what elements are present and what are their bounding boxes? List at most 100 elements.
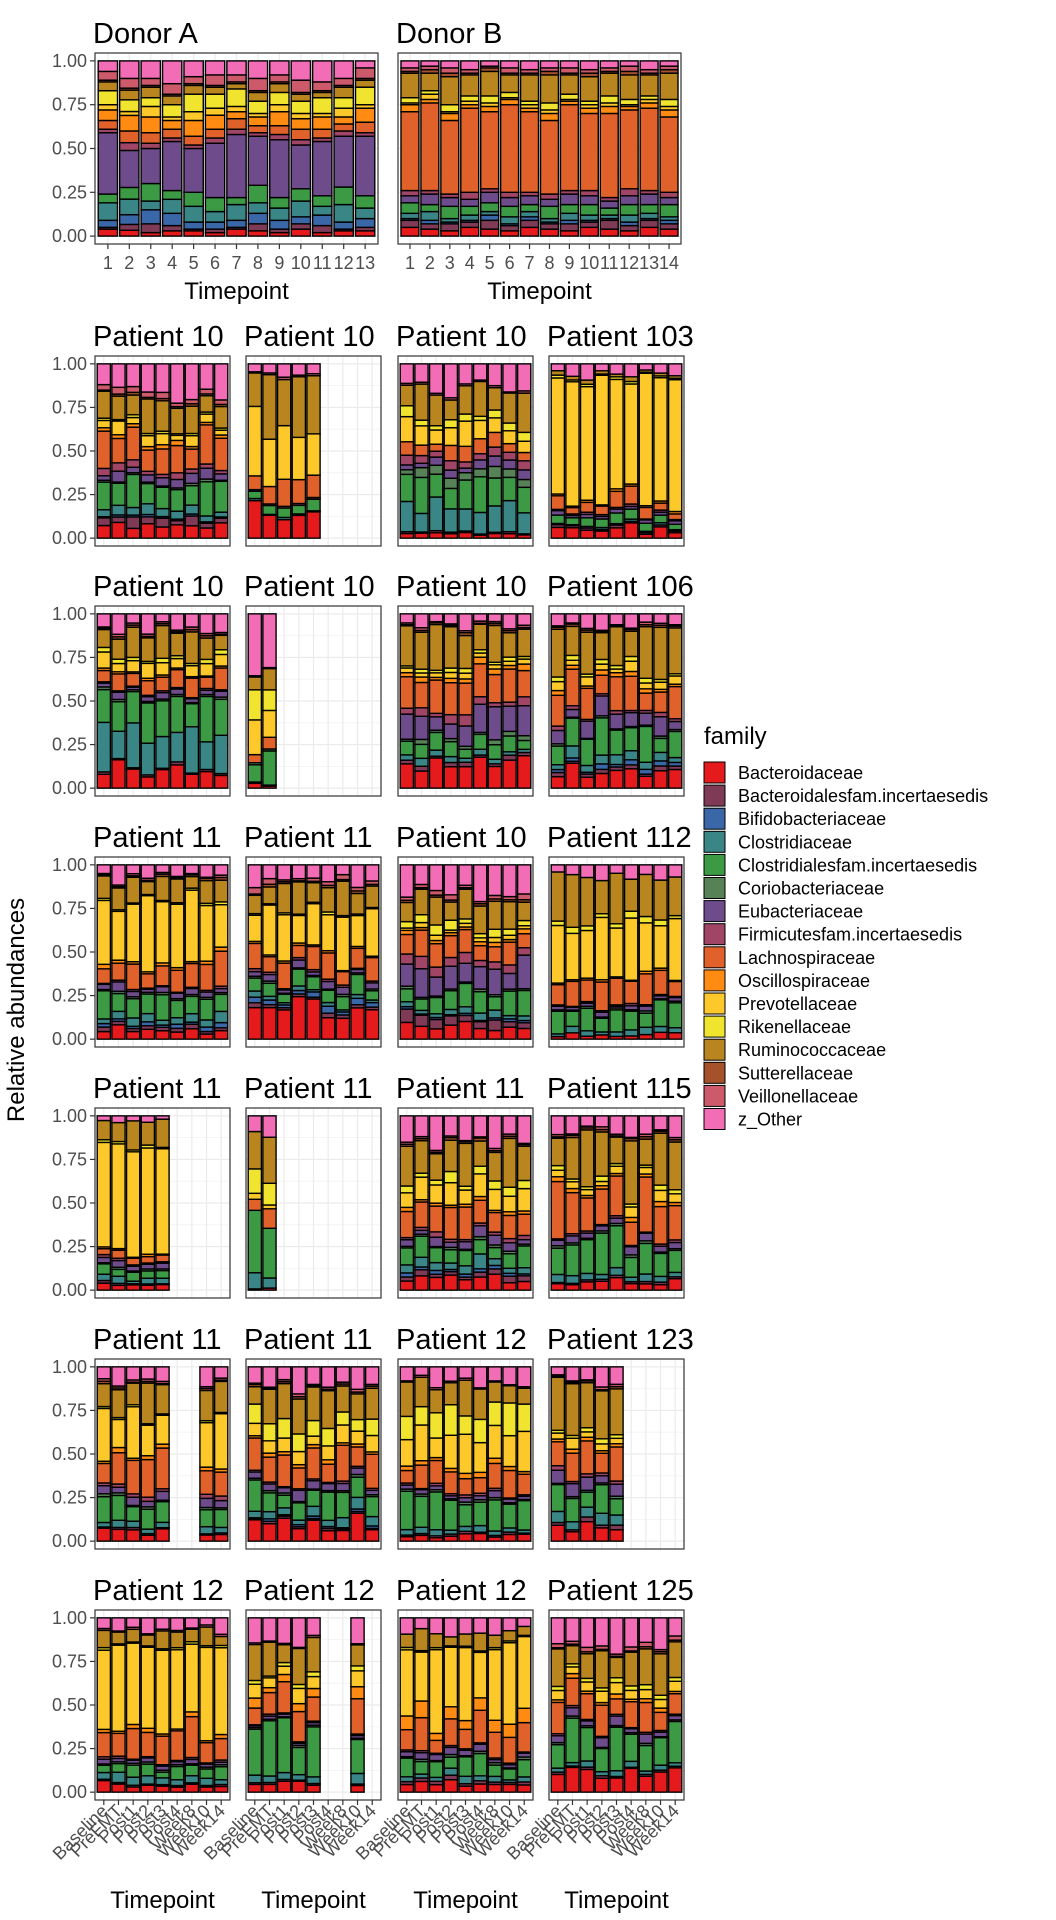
bar-segment [399,676,415,709]
bar-segment [502,363,517,393]
bar-segment [335,864,351,876]
bar-segment [169,444,185,474]
bar-segment [502,1026,517,1040]
bar-segment [111,1143,126,1250]
bar-segment [414,1256,429,1268]
bar-segment [335,916,351,972]
bar-segment [579,687,595,721]
bar-segment [638,1683,654,1691]
bar-segment [609,1175,624,1217]
bar-segment [550,1648,566,1688]
bar-segment [414,770,429,789]
bar-segment [472,1418,488,1444]
bar-segment [565,873,580,929]
bar-segment [96,1119,112,1141]
legend-label: Sutterellaceae [738,1063,853,1083]
bar-segment [565,1366,580,1382]
bar-segment [472,864,488,903]
y-tick-label: 0.50 [52,1444,87,1464]
bar-segment [140,1277,156,1285]
bar-segment [623,1216,639,1223]
panel-title: Patient 112 [547,822,692,854]
bar-segment [290,93,312,102]
bar-segment [458,479,473,510]
bar-segment [184,1617,200,1629]
bar-segment [247,184,269,204]
panel-border [397,1358,534,1550]
bar-segment [161,198,183,215]
bar-segment [619,98,639,106]
bar-segment [184,677,200,699]
bar-segment [414,1617,429,1630]
bar-segment [594,1225,610,1232]
bar-segment [443,1274,459,1291]
x-tick-label: 11 [600,253,619,273]
bar-segment [125,466,141,474]
bar-segment [623,522,639,539]
bar-segment [291,478,307,505]
bar-segment [399,384,415,407]
bar-segment [502,1617,517,1632]
y-tick-label: 0.00 [52,778,87,798]
bar-segment [472,1140,488,1167]
bar-segment [516,658,532,665]
bar-segment [161,189,183,201]
bar-segment [623,1651,639,1687]
bar-segment [502,1186,517,1197]
bar-segment [199,413,214,424]
bar-segment [140,613,156,635]
bar-segment [247,942,263,970]
bar-segment [458,531,473,539]
bar-segment [565,1452,580,1483]
bar-segment [414,1115,429,1138]
bar-segment [638,1166,654,1175]
bar-segment [659,196,679,206]
bar-segment [594,1704,610,1738]
bar-segment [350,947,365,969]
bar-segment [472,1632,488,1652]
bar-segment [609,1693,624,1700]
bar-segment [619,65,639,73]
bar-segment [579,1129,595,1188]
bar-segment [594,1390,610,1440]
bar-segment [638,1115,654,1135]
bar-segment [399,1381,415,1418]
bar-segment [140,702,156,744]
bar-segment [140,209,162,225]
bar-segment [320,1482,336,1492]
bar-segment [183,191,204,208]
bar-segment [306,1505,321,1517]
bar-segment [306,1480,321,1490]
bar-segment [458,1014,473,1023]
bar-segment [125,1284,141,1291]
bar-segment [638,1744,654,1772]
bar-segment [276,1771,292,1781]
bar-segment [155,1771,170,1779]
bar-segment [623,759,639,766]
x-axis-title: Timepoint [564,1887,669,1914]
bar-segment [550,1169,566,1178]
bar-segment [472,1651,488,1699]
bar-segment [276,1507,292,1516]
bar-segment [414,955,429,970]
bar-segment [428,1153,444,1181]
bar-segment [306,498,321,512]
bar-segment [399,1469,415,1484]
bar-segment [169,524,185,539]
legend-swatch [703,830,726,853]
bar-segment [213,517,229,524]
bar-segment [354,79,376,88]
bar-segment [333,230,355,237]
bar-segment [306,976,321,991]
bar-segment [499,216,520,225]
bar-segment [443,469,459,479]
bar-segment [667,756,683,764]
bar-segment [619,203,639,216]
bar-segment [399,1185,415,1194]
bar-segment [594,1650,610,1689]
bar-segment [487,1783,503,1793]
bar-segment [155,1521,170,1529]
bar-segment [499,224,520,232]
bar-segment [399,963,415,987]
bar-segment [399,441,415,456]
